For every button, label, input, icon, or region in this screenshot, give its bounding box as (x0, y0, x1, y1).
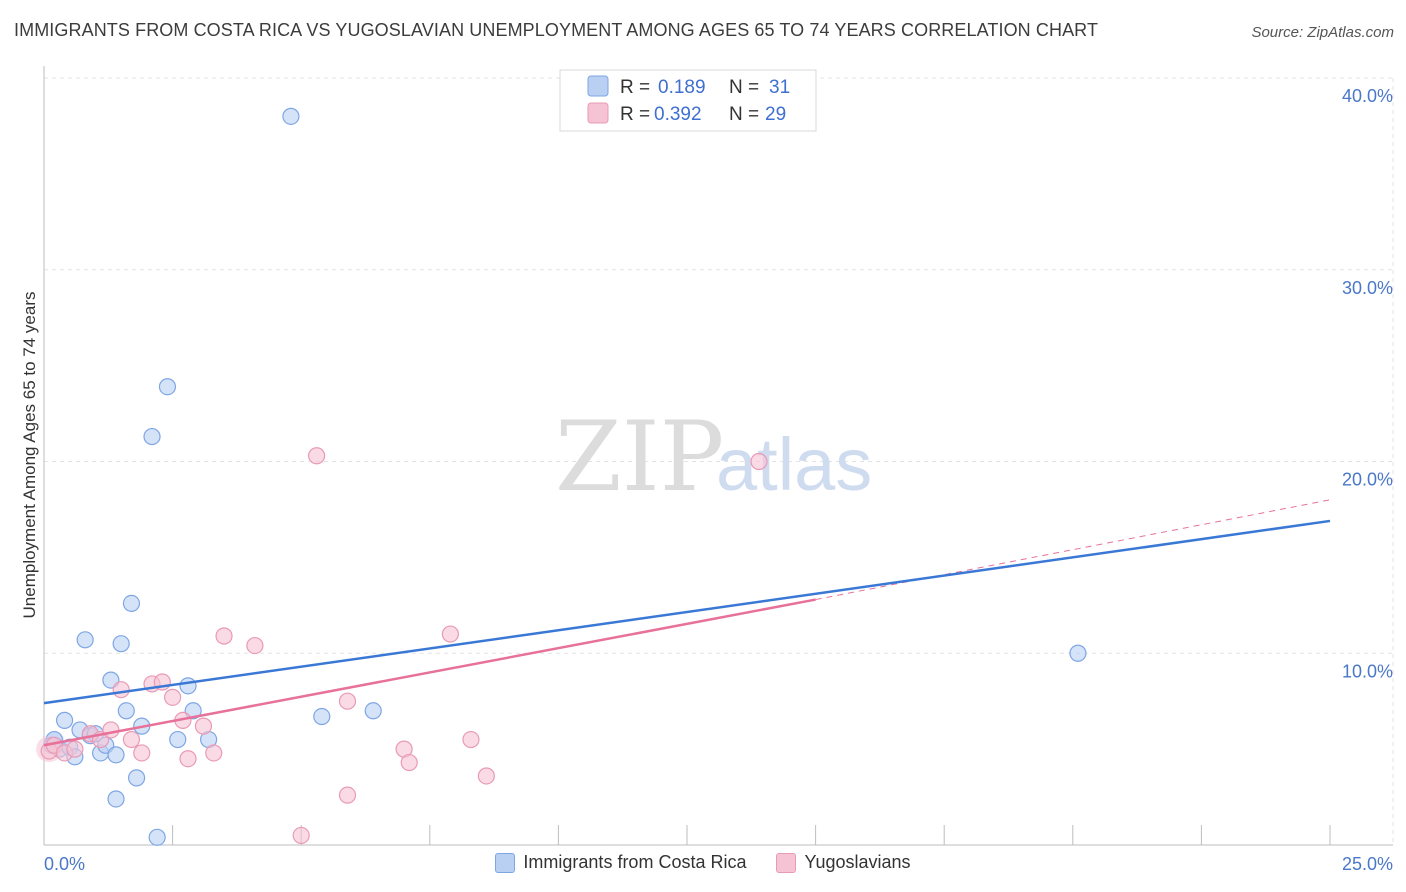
y-tick-label-40: 40.0% (1342, 86, 1393, 106)
costa-rica-point-22 (169, 730, 187, 749)
yugoslavians-point-27 (477, 767, 495, 785)
yugoslavians-point-7 (112, 681, 130, 699)
y-tick-label-10: 10.0% (1342, 661, 1393, 681)
stats-legend: R = 0.189 N = 31 R = 0.392 N = 29 (559, 69, 817, 132)
costa-rica-point-20 (107, 790, 125, 808)
yugoslavians-point-9 (133, 744, 151, 762)
costa-rica-point-13 (112, 635, 130, 653)
y-tick-label-20: 20.0% (1342, 470, 1393, 490)
series-yugoslavians-points (36, 447, 768, 845)
yugoslavians-point-21 (338, 692, 357, 710)
trend-yugoslavians-extension (815, 499, 1331, 601)
series-legend: Immigrants from Costa Rica Yugoslavians (0, 852, 1406, 873)
legend-r-value-2: 0.392 (654, 104, 702, 125)
legend-n-value-1: 31 (769, 77, 790, 98)
legend-label-costa-rica: Immigrants from Costa Rica (523, 852, 747, 872)
costa-rica-point-2 (55, 711, 74, 729)
legend-label-yugoslavians: Yugoslavians (804, 852, 911, 872)
y-tick-label-30: 30.0% (1342, 278, 1393, 298)
yugoslavians-point-18 (246, 636, 264, 655)
legend-r-label-2: R = (620, 104, 650, 125)
yugoslavians-point-24 (400, 753, 418, 772)
costa-rica-point-26 (282, 107, 300, 125)
legend-item-costa-rica: Immigrants from Costa Rica (495, 852, 746, 873)
yugoslavians-point-6 (102, 721, 120, 739)
yugoslavians-point-19 (292, 826, 310, 845)
legend-item-yugoslavians: Yugoslavians (776, 852, 911, 873)
costa-rica-point-21 (148, 828, 166, 846)
legend-swatch-yugoslavians (587, 102, 609, 124)
legend-n-value-2: 29 (765, 104, 786, 125)
y-axis-label: Unemployment Among Ages 65 to 74 years (20, 292, 39, 619)
costa-rica-point-12 (107, 746, 125, 764)
trend-lines (43, 499, 1331, 747)
legend-n-label-2: N = (729, 104, 759, 125)
costa-rica-point-6 (76, 631, 94, 649)
source-label: Source: ZipAtlas.com (1251, 24, 1394, 41)
yugoslavians-point-26 (462, 730, 480, 749)
yugoslavians-point-22 (338, 786, 357, 804)
legend-swatch-costa-rica (587, 75, 609, 97)
yugoslavians-point-12 (164, 688, 182, 706)
trend-yugoslavians (43, 598, 816, 747)
yugoslavians-point-3 (66, 740, 84, 758)
costa-rica-point-29 (1069, 644, 1087, 662)
costa-rica-point-18 (143, 427, 161, 446)
chart-title: IMMIGRANTS FROM COSTA RICA VS YUGOSLAVIA… (14, 20, 1099, 40)
costa-rica-point-23 (179, 677, 197, 695)
watermark: ZIP atlas (555, 401, 872, 513)
costa-rica-point-19 (158, 378, 177, 396)
legend-n-label-1: N = (729, 77, 759, 98)
costa-rica-point-28 (364, 702, 382, 720)
legend-swatch-pink (776, 852, 797, 873)
watermark-zip: ZIP (555, 401, 724, 513)
costa-rica-point-27 (313, 707, 331, 726)
x-tick-label-min: 0.0% (44, 854, 85, 874)
yugoslavians-point-15 (194, 717, 213, 735)
legend-r-label-1: R = (620, 77, 650, 98)
yugoslavians-point-8 (122, 730, 141, 749)
yugoslavians-point-16 (205, 744, 223, 762)
x-tick-label-max: 25.0% (1342, 854, 1393, 874)
legend-swatch-blue (495, 852, 516, 873)
watermark-atlas: atlas (716, 423, 872, 506)
costa-rica-point-15 (122, 594, 141, 612)
y-tick-labels: 10.0% 20.0% 30.0% 40.0% (1342, 86, 1393, 681)
costa-rica-point-16 (127, 769, 146, 787)
yugoslavians-point-25 (441, 625, 459, 643)
yugoslavians-point-17 (215, 627, 233, 645)
legend-r-value-1: 0.189 (658, 77, 706, 98)
yugoslavians-point-28 (750, 452, 768, 471)
yugoslavians-point-20 (308, 447, 326, 465)
axes (43, 66, 1393, 846)
costa-rica-point-14 (117, 702, 135, 720)
trend-costa-rica (43, 519, 1331, 705)
yugoslavians-point-14 (179, 750, 197, 768)
